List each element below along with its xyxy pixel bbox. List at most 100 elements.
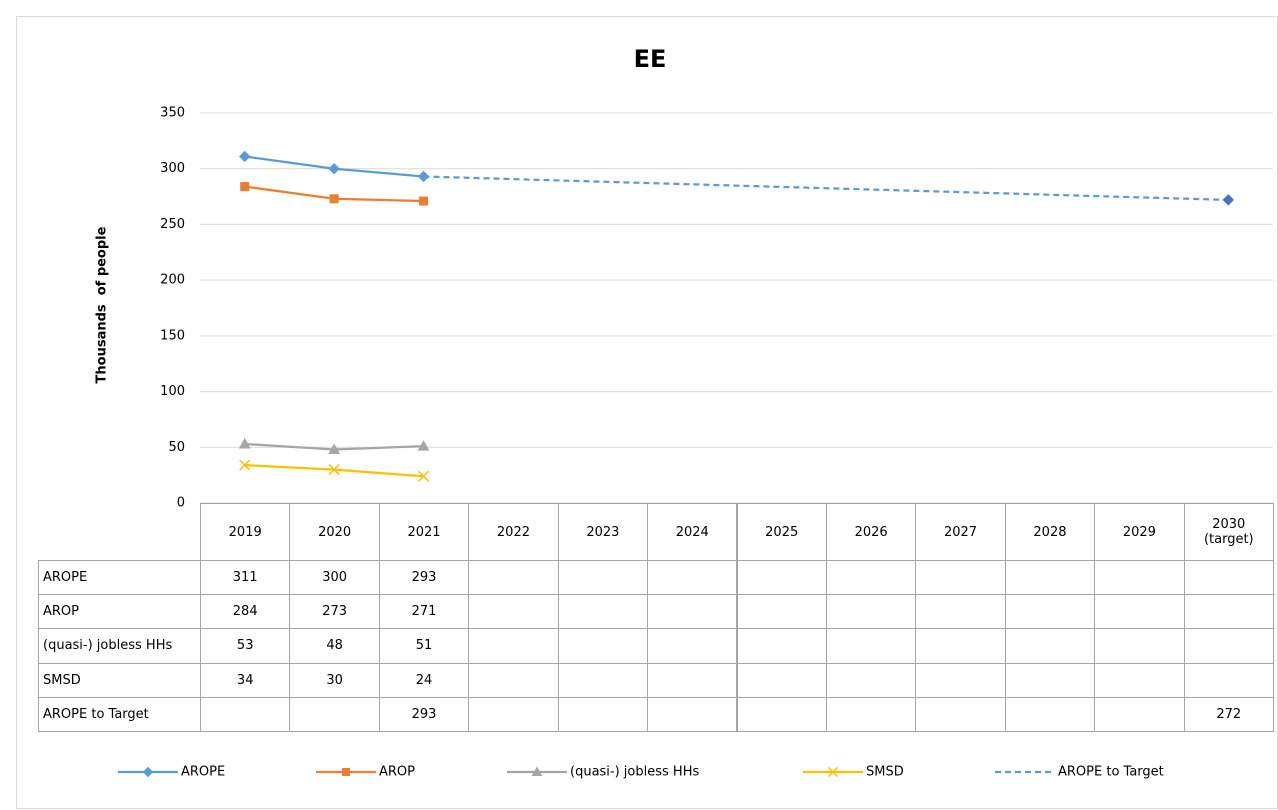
table-cell (736, 696, 827, 732)
table-cell (1183, 594, 1274, 630)
table-header-cell: 2029 (1094, 503, 1185, 561)
table-cell: 273 (289, 594, 380, 630)
table-cell (557, 594, 649, 630)
legend-label: AROPE (181, 765, 225, 780)
table-cell: 272 (1183, 696, 1274, 732)
table-cell (736, 560, 827, 596)
table-cell (1094, 662, 1185, 698)
table-cell (647, 594, 738, 630)
table-cell (557, 696, 649, 732)
y-tick-label: 150 (160, 328, 185, 343)
table-cell (557, 560, 649, 596)
legend-marker (342, 768, 350, 776)
table-cell (915, 696, 1006, 732)
table-header-cell: 2022 (468, 503, 559, 561)
table-cell (736, 662, 827, 698)
table-cell (1004, 628, 1096, 664)
table-cell (557, 628, 649, 664)
table-cell (289, 696, 380, 732)
table-cell: 300 (289, 560, 380, 596)
table-cell (468, 662, 559, 698)
table-cell: 271 (378, 594, 470, 630)
table-header-cell: 2027 (915, 503, 1006, 561)
y-tick-label: 300 (160, 161, 185, 176)
table-cell: 48 (289, 628, 380, 664)
table-cell (1004, 662, 1096, 698)
table-cell (468, 696, 559, 732)
marker (419, 196, 429, 206)
series-line (244, 463, 424, 478)
table-cell (200, 696, 291, 732)
marker (238, 437, 251, 449)
table-cell: 30 (289, 662, 380, 698)
table-header-cell: 2021 (378, 503, 470, 561)
table-cell (915, 560, 1006, 596)
table-cell (1094, 628, 1185, 664)
table-cell (825, 628, 917, 664)
table-cell: 24 (378, 662, 470, 698)
table-cell (468, 628, 559, 664)
table-cell (647, 662, 738, 698)
y-tick-label: 50 (168, 440, 185, 455)
marker (328, 464, 340, 476)
legend-marker (142, 766, 154, 778)
y-tick-label: 200 (160, 273, 185, 288)
table-cell (647, 696, 738, 732)
marker (328, 163, 340, 175)
table-cell (915, 628, 1006, 664)
table-cell (1183, 628, 1274, 664)
legend-label: SMSD (866, 765, 904, 780)
marker (1222, 194, 1234, 206)
table-cell: 284 (200, 594, 291, 630)
table-cell (915, 662, 1006, 698)
table-header-cell: 2019 (200, 503, 291, 561)
y-axis-label: Thousands of people (95, 226, 110, 383)
table-cell (825, 594, 917, 630)
table-cell (736, 628, 827, 664)
table-cell (825, 696, 917, 732)
table-row-label: (quasi-) jobless HHs (38, 628, 201, 664)
marker (417, 440, 430, 451)
table-cell (1004, 560, 1096, 596)
table-header-cell: 2030 (target) (1183, 503, 1274, 561)
marker (240, 182, 250, 192)
table-cell (1094, 560, 1185, 596)
table-header-cell: 2025 (736, 503, 827, 561)
marker (239, 150, 251, 163)
y-tick-label: 100 (160, 384, 185, 399)
table-cell (647, 560, 738, 596)
marker (328, 443, 340, 455)
table-cell (1004, 696, 1096, 732)
table-cell: 311 (200, 560, 291, 596)
marker (418, 470, 430, 482)
table-cell: 293 (378, 560, 470, 596)
table-cell (1183, 662, 1274, 698)
table-cell (1004, 594, 1096, 630)
table-header-cell: 2020 (289, 503, 380, 561)
table-cell (468, 594, 559, 630)
table-header-cell: 2028 (1004, 503, 1096, 561)
table-row-label: SMSD (38, 662, 201, 698)
table-cell (825, 662, 917, 698)
table-header-cell: 2026 (825, 503, 917, 561)
table-header-cell: 2024 (647, 503, 738, 561)
table-cell: 53 (200, 628, 291, 664)
table-cell (736, 594, 827, 630)
table-cell (825, 560, 917, 596)
table-row-label: AROPE (38, 560, 201, 596)
table-header-cell: 2023 (557, 503, 649, 561)
table-cell (915, 594, 1006, 630)
legend-label: AROPE to Target (1058, 765, 1164, 780)
legend-label: (quasi-) jobless HHs (570, 765, 699, 780)
legend-label: AROP (379, 765, 415, 780)
table-cell (1094, 594, 1185, 630)
chart-title: EE (634, 45, 667, 73)
table-cell (468, 560, 559, 596)
table-cell: 34 (200, 662, 291, 698)
y-tick-label: 350 (160, 106, 185, 121)
marker (239, 459, 251, 471)
y-tick-label: 0 (177, 496, 185, 511)
table-cell (1183, 560, 1274, 596)
